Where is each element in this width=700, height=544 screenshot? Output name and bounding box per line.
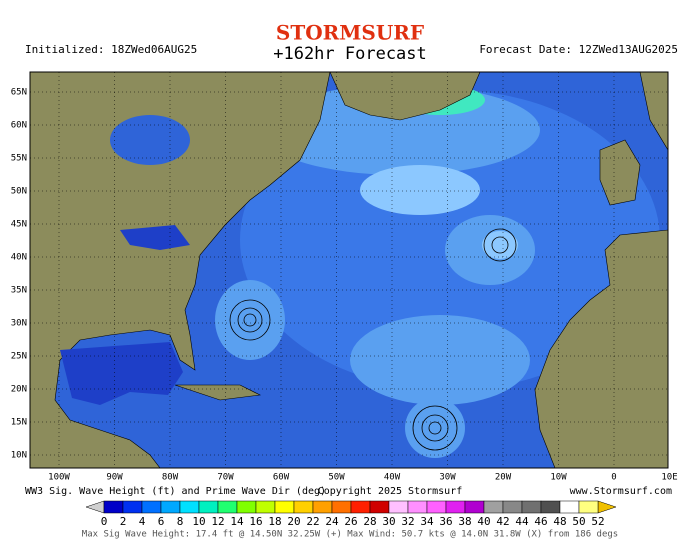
lon-label: 0	[611, 473, 616, 483]
color-swatch	[502, 500, 523, 514]
color-swatch	[464, 500, 485, 514]
lon-label: 60W	[273, 473, 290, 483]
footer-copyright: Copyright 2025 Stormsurf	[318, 486, 463, 497]
colorbar-tick-label: 0	[101, 515, 108, 528]
colorbar-tick-label: 28	[363, 515, 376, 528]
color-swatch	[559, 500, 580, 514]
lon-label: 10W	[550, 473, 567, 483]
colorbar-tick-label: 16	[249, 515, 262, 528]
color-swatch	[483, 500, 504, 514]
color-swatch	[312, 500, 333, 514]
colorbar-tick-label: 34	[420, 515, 434, 528]
colorbar-tick-label: 14	[230, 515, 244, 528]
color-swatch	[521, 500, 542, 514]
color-swatch	[369, 500, 390, 514]
color-swatch	[426, 500, 447, 514]
lat-label: 10N	[11, 451, 27, 461]
lon-label: 20W	[495, 473, 512, 483]
colorbar-tick-label: 2	[120, 515, 127, 528]
lon-label: 10E	[661, 473, 677, 483]
footer-left: WW3 Sig. Wave Height (ft) and Prime Wave…	[25, 486, 326, 497]
color-swatch	[388, 500, 409, 514]
color-swatch	[331, 500, 352, 514]
color-swatch	[198, 500, 219, 514]
color-swatch	[255, 500, 276, 514]
color-swatch	[274, 500, 295, 514]
lat-label: 25N	[11, 352, 27, 362]
colorbar-tick-label: 4	[139, 515, 146, 528]
lat-label: 65N	[11, 88, 27, 98]
lat-label: 50N	[11, 187, 27, 197]
brand: STORMSURF	[276, 21, 424, 45]
lat-label: 45N	[11, 220, 27, 230]
colorbar-tick-label: 32	[401, 515, 414, 528]
colorbar-tick-label: 30	[382, 515, 395, 528]
colorbar-tick-label: 42	[496, 515, 509, 528]
lat-label: 30N	[11, 319, 27, 329]
colorbar-tick-label: 36	[439, 515, 452, 528]
lon-label: 70W	[217, 473, 234, 483]
colorbar-tick-label: 10	[192, 515, 205, 528]
lat-label: 20N	[11, 385, 27, 395]
color-swatch	[160, 500, 181, 514]
colorbar-tick-label: 6	[158, 515, 165, 528]
lon-label: 40W	[384, 473, 401, 483]
lat-label: 55N	[11, 154, 27, 164]
lat-label: 15N	[11, 418, 27, 428]
color-swatch	[578, 500, 599, 514]
lon-label: 100W	[48, 473, 70, 483]
title: +162hr Forecast	[273, 44, 427, 64]
colorbar-tick-label: 40	[477, 515, 490, 528]
color-swatch	[236, 500, 257, 514]
colorbar-tick-label: 22	[306, 515, 319, 528]
colorbar: 0 2 4 6 8 10 12 14 16 18 20 22 24 26 28 30 32 34 36 38 40 42 4…	[85, 500, 617, 528]
colorbar-tick-label: 38	[458, 515, 471, 528]
colorbar-tick-label: 46	[534, 515, 547, 528]
color-swatch	[540, 500, 561, 514]
colorbar-tick-label: 52	[591, 515, 604, 528]
lon-label: 50W	[328, 473, 345, 483]
colorbar-tick-label: 24	[325, 515, 339, 528]
initialized: Initialized: 18ZWed06AUG25	[25, 43, 197, 56]
lon-label: 90W	[106, 473, 123, 483]
colorbar-tick-label: 50	[572, 515, 585, 528]
forecast-date: Forecast Date: 12ZWed13AUG2025	[479, 43, 678, 56]
color-swatch	[445, 500, 466, 514]
colorbar-tick-label: 18	[268, 515, 281, 528]
map	[29, 71, 669, 469]
lon-label: 30W	[439, 473, 456, 483]
footer-stats: Max Sig Wave Height: 17.4 ft @ 14.50N 32…	[82, 530, 618, 540]
color-swatch	[103, 500, 124, 514]
lat-label: 35N	[11, 286, 27, 296]
lon-label: 80W	[162, 473, 179, 483]
color-swatch	[350, 500, 371, 514]
lat-label: 60N	[11, 121, 27, 131]
color-swatch	[141, 500, 162, 514]
colorbar-tick-label: 44	[515, 515, 529, 528]
color-swatch	[293, 500, 314, 514]
lat-label: 40N	[11, 253, 27, 263]
color-swatch	[179, 500, 200, 514]
color-swatch	[217, 500, 238, 514]
footer-url: www.Stormsurf.com	[570, 486, 672, 497]
colorbar-tick-label: 26	[344, 515, 357, 528]
colorbar-tick-label: 20	[287, 515, 300, 528]
color-swatch	[122, 500, 143, 514]
colorbar-tick-label: 8	[177, 515, 184, 528]
color-swatch	[407, 500, 428, 514]
colorbar-tick-label: 48	[553, 515, 566, 528]
colorbar-tick-label: 12	[211, 515, 224, 528]
